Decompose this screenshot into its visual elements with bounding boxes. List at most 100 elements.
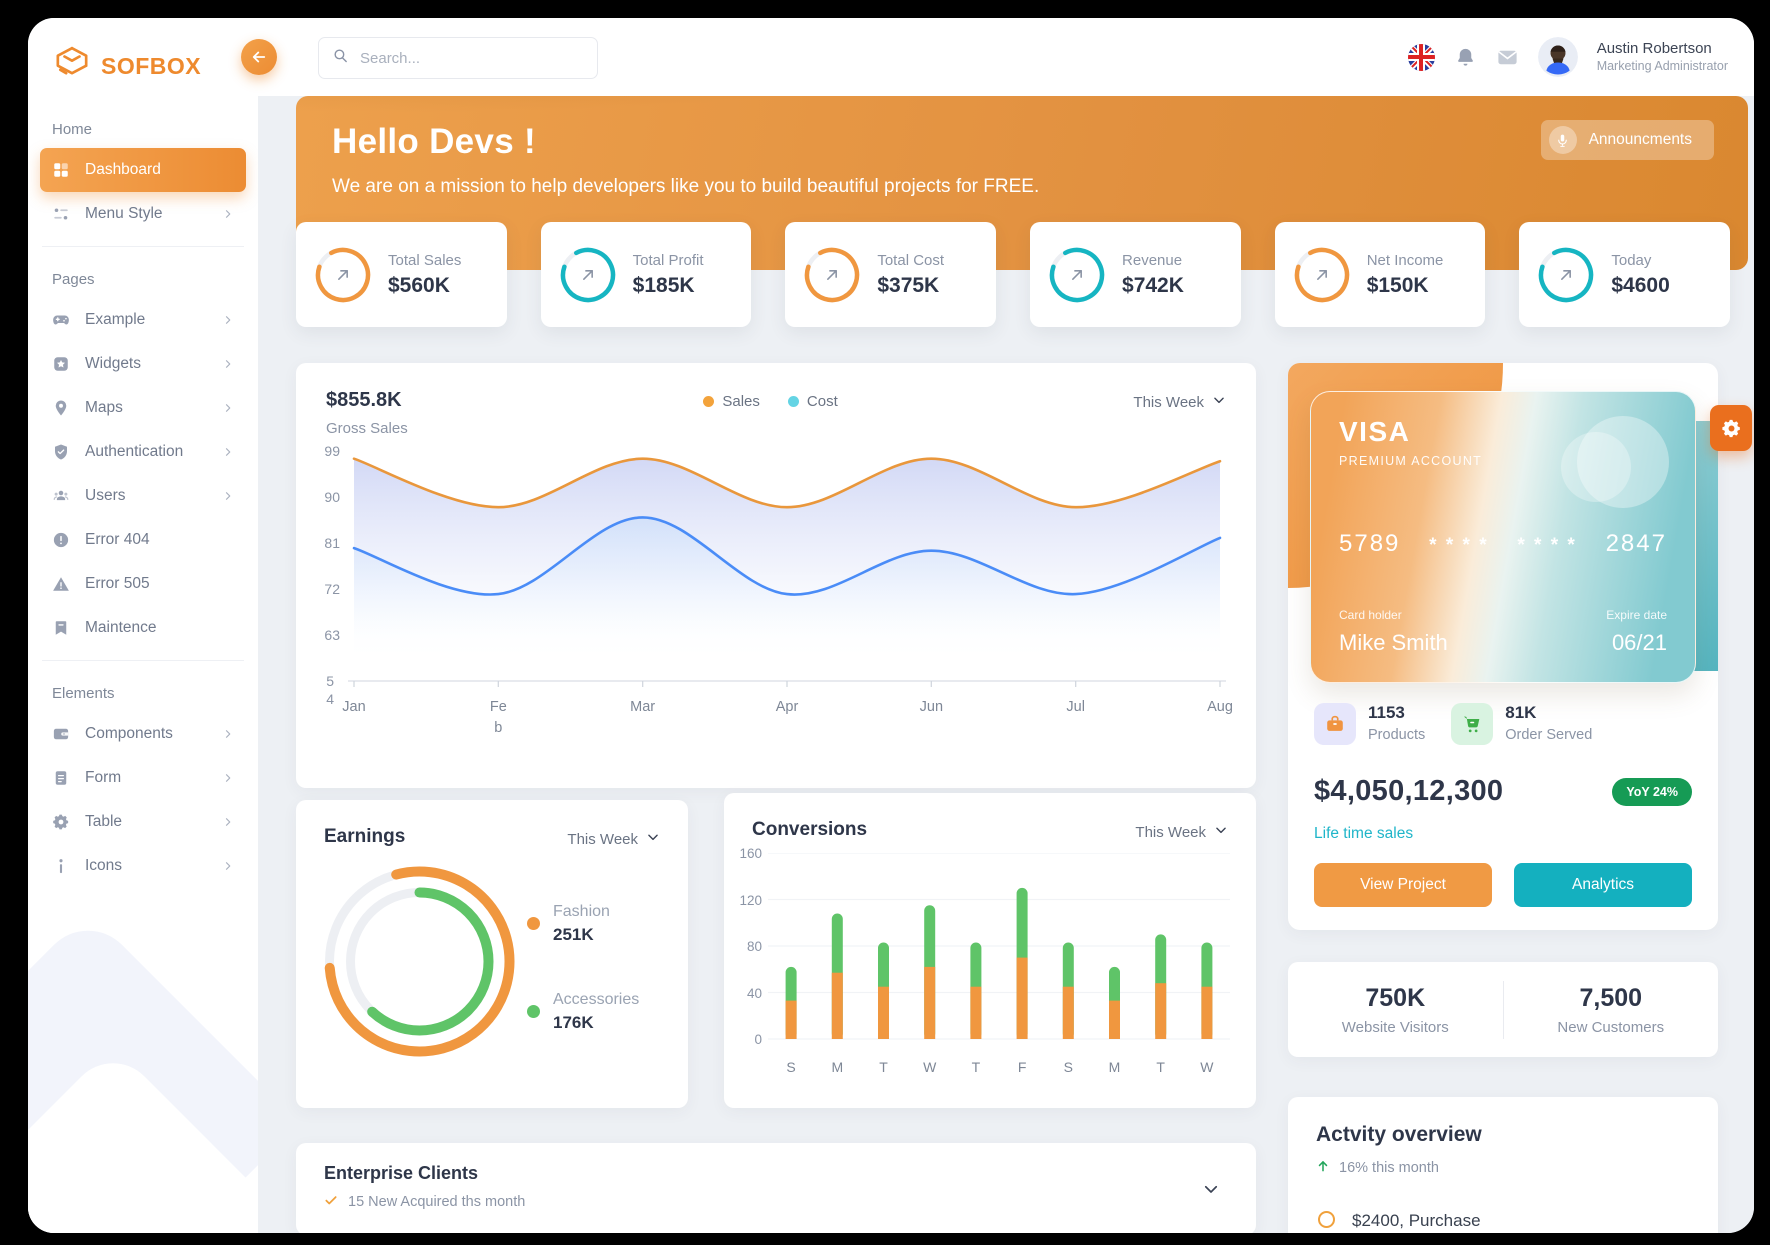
mail-icon[interactable] <box>1496 46 1519 69</box>
sidebar-item-authentication[interactable]: Authentication <box>40 430 246 474</box>
legend-dot-icon <box>527 917 540 930</box>
activity-trend: 16% this month <box>1316 1159 1690 1177</box>
card-holder-label: Card holder <box>1339 608 1402 622</box>
notifications-bell-icon[interactable] <box>1454 46 1477 69</box>
lifetime-sales-caption: Life time sales <box>1314 825 1414 842</box>
activity-trend-label: 16% this month <box>1339 1160 1439 1176</box>
settings-gear-button[interactable] <box>1710 405 1752 451</box>
sidebar-item-icons[interactable]: Icons <box>40 844 246 888</box>
check-icon <box>324 1193 338 1211</box>
banner-title: Hello Devs ! <box>332 122 536 161</box>
sidebar-item-users[interactable]: Users <box>40 474 246 518</box>
sidebar-item-label: Form <box>85 769 122 786</box>
expand-chevron-button[interactable] <box>1196 1179 1226 1199</box>
sidebar-item-error-404[interactable]: Error 404 <box>40 518 246 562</box>
sidebar-item-label: Error 505 <box>85 575 150 592</box>
sidebar-item-error-505[interactable]: Error 505 <box>40 562 246 606</box>
sidebar-item-example[interactable]: Example <box>40 298 246 342</box>
progress-ring <box>559 246 617 304</box>
sidebar-item-maintence[interactable]: Maintence <box>40 606 246 650</box>
new-customers-stat: 7,500 New Customers <box>1504 984 1719 1036</box>
sidebar-nav: Home Dashboard Menu Style Pages Example Widge… <box>28 99 258 888</box>
bookmark-icon <box>52 619 70 637</box>
gross-sales-plot <box>348 451 1226 689</box>
brand-name: SOFBOX <box>101 53 202 79</box>
earnings-period-dropdown[interactable]: This Week <box>567 830 660 848</box>
x-tick-label: W <box>923 1059 937 1075</box>
y-tick-label: 63 <box>324 627 340 643</box>
sidebar-item-dashboard[interactable]: Dashboard <box>40 148 246 192</box>
trend-up-arrow-icon <box>1537 246 1595 304</box>
x-tick-label: Mar <box>630 699 656 715</box>
chevron-right-icon <box>222 728 234 740</box>
activity-item-label: $2400, Purchase <box>1352 1211 1481 1230</box>
enterprise-subtitle-label: 15 New Acquired ths month <box>348 1194 526 1210</box>
chevron-right-icon <box>222 402 234 414</box>
sidebar-section-elements: Elements <box>52 685 115 702</box>
stat-label: Total Sales <box>388 251 462 269</box>
conversions-title: Conversions <box>752 819 868 840</box>
users-icon <box>52 487 70 505</box>
view-project-button[interactable]: View Project <box>1314 863 1492 907</box>
y-tick-label: 80 <box>746 939 762 954</box>
search-input[interactable] <box>358 48 584 68</box>
user-info[interactable]: Austin Robertson Marketing Administrator <box>1597 40 1728 74</box>
stat-card-today: Today $4600 <box>1519 222 1731 327</box>
warning-triangle-icon <box>52 575 70 593</box>
user-name: Austin Robertson <box>1596 39 1712 57</box>
analytics-button[interactable]: Analytics <box>1514 863 1692 907</box>
announcements-button[interactable]: Announcments <box>1540 120 1714 160</box>
progress-ring <box>1048 246 1106 304</box>
stat-value: $150K <box>1366 273 1429 297</box>
y-tick-label: 72 <box>324 581 340 597</box>
language-flag-uk[interactable] <box>1407 43 1435 71</box>
credit-card: VISA PREMIUM ACCOUNT 5789 * * * * * * * … <box>1310 391 1696 683</box>
timeline-dot-icon <box>1318 1211 1335 1228</box>
legend-dot-icon <box>527 1005 540 1018</box>
products-stat: 1153 Products <box>1314 703 1425 745</box>
legend-item-sales[interactable]: Sales <box>703 393 760 410</box>
legend-label: Accessories <box>553 990 640 1008</box>
card-decoration-circle <box>1577 416 1669 508</box>
conversions-card: Conversions This Week 160 120 80 40 0 S M T W T F… <box>724 793 1256 1108</box>
sidebar-item-form[interactable]: Form <box>40 756 246 800</box>
lifetime-sales-value: $4,050,12,300 <box>1314 775 1504 807</box>
x-tick-label: Jul <box>1066 699 1085 715</box>
brand-logo[interactable]: SOFBOX <box>28 18 258 99</box>
stat-label: Today <box>1611 251 1652 269</box>
earnings-card: Earnings This Week Fashion 251K Accessorie… <box>296 800 688 1108</box>
gamepad-icon <box>52 311 70 329</box>
shield-check-icon <box>52 443 70 461</box>
x-tick-label: M <box>1108 1059 1121 1075</box>
user-avatar[interactable] <box>1537 37 1578 77</box>
y-tick-label: 0 <box>754 1032 762 1047</box>
legend-item-cost[interactable]: Cost <box>787 393 838 410</box>
sidebar-item-components[interactable]: Components <box>40 712 246 756</box>
widget-star-icon <box>52 355 70 373</box>
back-button[interactable] <box>241 39 277 75</box>
error-circle-icon <box>52 531 70 549</box>
website-visitors-stat: 750K Website Visitors <box>1288 984 1503 1036</box>
sidebar-item-label: Components <box>85 725 173 742</box>
sidebar-item-label: Menu Style <box>85 205 163 222</box>
conversions-period-dropdown[interactable]: This Week <box>1135 823 1228 841</box>
dashboard-icon <box>52 161 70 179</box>
sidebar-item-label: Maintence <box>85 619 157 636</box>
period-label: This Week <box>1133 393 1204 411</box>
wallet-icon <box>52 725 70 743</box>
sidebar-item-maps[interactable]: Maps <box>40 386 246 430</box>
sidebar-item-table[interactable]: Table <box>40 800 246 844</box>
card-holder-name: Mike Smith <box>1339 630 1448 655</box>
sidebar-item-label: Error 404 <box>85 531 150 548</box>
legend-value: 176K <box>553 1012 594 1032</box>
customers-value: 7,500 <box>1579 983 1643 1012</box>
customers-label: New Customers <box>1557 1018 1665 1036</box>
sidebar-item-menu-style[interactable]: Menu Style <box>40 192 246 236</box>
products-value: 1153 <box>1368 703 1405 722</box>
stat-label: Net Income <box>1366 251 1444 269</box>
sidebar-item-widgets[interactable]: Widgets <box>40 342 246 386</box>
gross-sales-period-dropdown[interactable]: This Week <box>1133 393 1226 411</box>
top-bar: Austin Robertson Marketing Administrator <box>258 18 1754 96</box>
y-tick-label: 90 <box>324 489 340 505</box>
sidebar-item-label: Table <box>85 813 123 830</box>
